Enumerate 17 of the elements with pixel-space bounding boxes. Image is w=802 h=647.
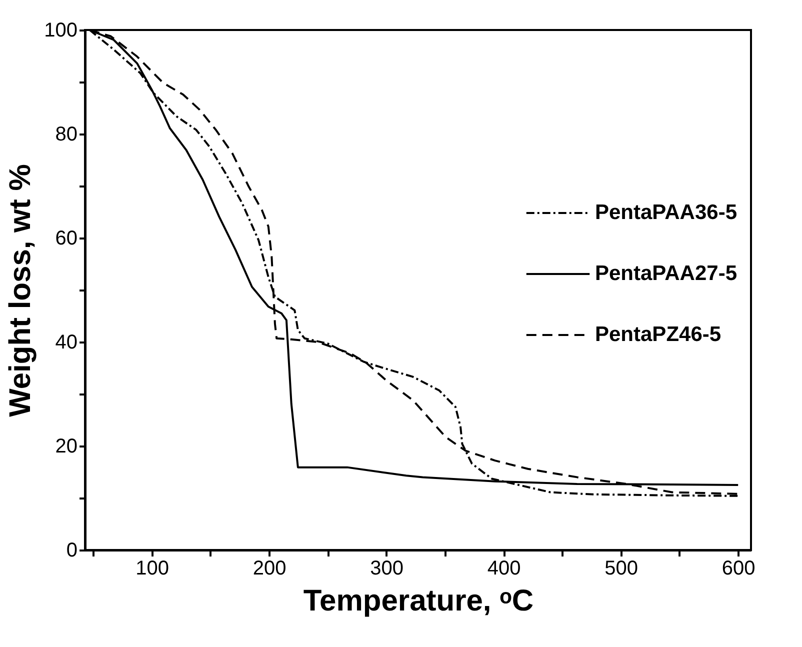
y-tick-label: 80 xyxy=(55,124,78,146)
legend-label: PentaPAA27-5 xyxy=(595,262,738,285)
x-tick-label: 400 xyxy=(487,558,521,580)
legend-label: PentaPAA36-5 xyxy=(595,201,738,224)
y-tick-label: 40 xyxy=(55,332,78,354)
legend-label: PentaPZ46-5 xyxy=(595,323,722,346)
x-tick-label: 300 xyxy=(370,558,404,580)
x-axis-title: Temperature, ᵒC xyxy=(303,584,534,618)
x-tick-label: 600 xyxy=(722,558,756,580)
y-tick-label: 60 xyxy=(55,228,78,250)
x-tick-label: 100 xyxy=(136,558,170,580)
y-tick-label: 20 xyxy=(55,436,78,458)
x-tick-label: 500 xyxy=(604,558,638,580)
y-axis-title: Weight loss, wt % xyxy=(4,164,38,417)
y-tick-label: 100 xyxy=(44,20,78,42)
x-tick-label: 200 xyxy=(252,558,286,580)
y-tick-label: 0 xyxy=(66,540,78,562)
